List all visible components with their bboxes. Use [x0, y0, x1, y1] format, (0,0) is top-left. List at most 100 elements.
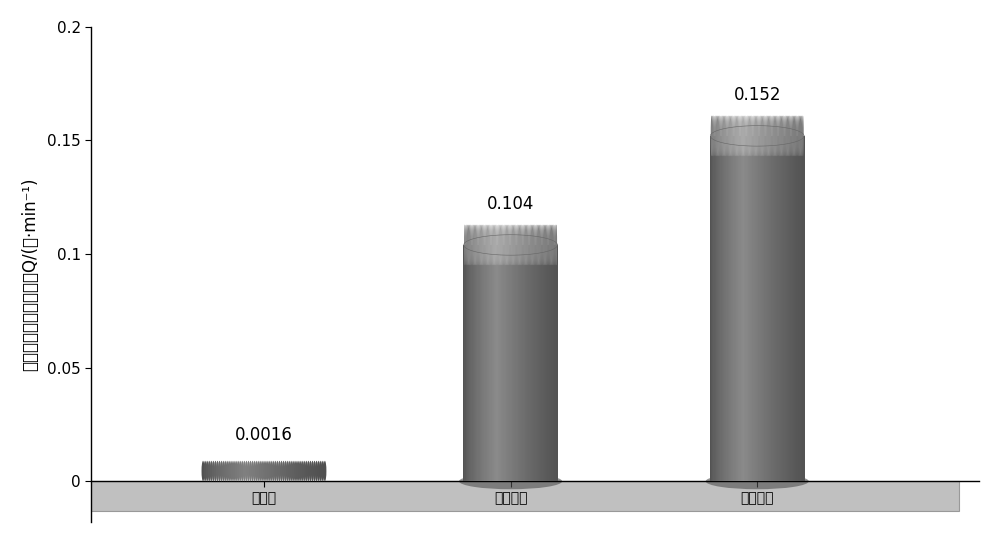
Polygon shape [467, 245, 468, 481]
Ellipse shape [483, 224, 485, 266]
Ellipse shape [504, 224, 506, 266]
Polygon shape [556, 245, 557, 481]
Polygon shape [501, 245, 503, 481]
Polygon shape [468, 245, 469, 481]
Ellipse shape [472, 224, 474, 266]
Ellipse shape [470, 224, 472, 266]
Ellipse shape [545, 224, 546, 266]
Polygon shape [794, 136, 795, 481]
Polygon shape [502, 245, 504, 481]
Polygon shape [550, 245, 551, 481]
Polygon shape [725, 136, 727, 481]
Ellipse shape [734, 116, 736, 156]
Ellipse shape [544, 224, 545, 266]
Ellipse shape [551, 224, 552, 266]
Polygon shape [547, 245, 549, 481]
Polygon shape [716, 136, 717, 481]
Ellipse shape [752, 116, 754, 156]
Ellipse shape [795, 116, 797, 156]
Polygon shape [486, 245, 487, 481]
Text: 0.104: 0.104 [487, 195, 534, 213]
Ellipse shape [728, 116, 730, 156]
Ellipse shape [797, 116, 799, 156]
Polygon shape [743, 136, 744, 481]
Ellipse shape [740, 116, 742, 156]
Polygon shape [739, 136, 741, 481]
Ellipse shape [286, 461, 289, 481]
Polygon shape [503, 245, 505, 481]
Ellipse shape [538, 224, 539, 266]
Polygon shape [726, 136, 728, 481]
Polygon shape [762, 136, 763, 481]
Ellipse shape [790, 116, 792, 156]
Ellipse shape [319, 461, 322, 481]
Polygon shape [792, 136, 793, 481]
Ellipse shape [783, 116, 785, 156]
Ellipse shape [241, 461, 244, 481]
Polygon shape [795, 136, 797, 481]
Polygon shape [470, 245, 472, 481]
Polygon shape [481, 245, 482, 481]
Ellipse shape [512, 224, 513, 266]
Ellipse shape [763, 116, 765, 156]
Ellipse shape [294, 461, 297, 481]
Ellipse shape [237, 461, 240, 481]
Polygon shape [517, 245, 518, 481]
Ellipse shape [290, 461, 293, 481]
Ellipse shape [466, 224, 468, 266]
Ellipse shape [515, 224, 517, 266]
Polygon shape [717, 136, 718, 481]
Polygon shape [779, 136, 780, 481]
Ellipse shape [736, 116, 737, 156]
Polygon shape [776, 136, 778, 481]
Polygon shape [540, 245, 542, 481]
Ellipse shape [766, 116, 768, 156]
Ellipse shape [257, 461, 260, 481]
Ellipse shape [731, 116, 733, 156]
Ellipse shape [255, 461, 258, 481]
Ellipse shape [476, 224, 478, 266]
Ellipse shape [720, 116, 722, 156]
Ellipse shape [779, 116, 781, 156]
Ellipse shape [725, 116, 727, 156]
Polygon shape [722, 136, 723, 481]
Polygon shape [518, 245, 519, 481]
Polygon shape [724, 136, 725, 481]
Polygon shape [545, 245, 546, 481]
Polygon shape [508, 245, 510, 481]
Polygon shape [713, 136, 715, 481]
Ellipse shape [717, 116, 718, 156]
Ellipse shape [753, 116, 755, 156]
Polygon shape [793, 136, 794, 481]
Ellipse shape [288, 461, 291, 481]
Ellipse shape [459, 473, 562, 489]
Polygon shape [749, 136, 750, 481]
Ellipse shape [781, 116, 782, 156]
Polygon shape [531, 245, 532, 481]
Polygon shape [484, 245, 486, 481]
Polygon shape [519, 245, 520, 481]
Polygon shape [490, 245, 492, 481]
Ellipse shape [532, 224, 533, 266]
Ellipse shape [521, 224, 523, 266]
Ellipse shape [222, 461, 225, 481]
Polygon shape [493, 245, 494, 481]
Polygon shape [747, 136, 748, 481]
Ellipse shape [751, 116, 753, 156]
Ellipse shape [733, 116, 735, 156]
Ellipse shape [523, 224, 525, 266]
Polygon shape [769, 136, 770, 481]
Ellipse shape [268, 461, 271, 481]
Ellipse shape [519, 224, 520, 266]
Polygon shape [487, 245, 488, 481]
Polygon shape [773, 136, 774, 481]
Polygon shape [755, 136, 756, 481]
Ellipse shape [749, 116, 750, 156]
Polygon shape [463, 245, 465, 481]
Polygon shape [469, 245, 470, 481]
Ellipse shape [800, 116, 801, 156]
Ellipse shape [321, 461, 324, 481]
Ellipse shape [464, 224, 466, 266]
Ellipse shape [541, 224, 543, 266]
Ellipse shape [212, 461, 215, 481]
